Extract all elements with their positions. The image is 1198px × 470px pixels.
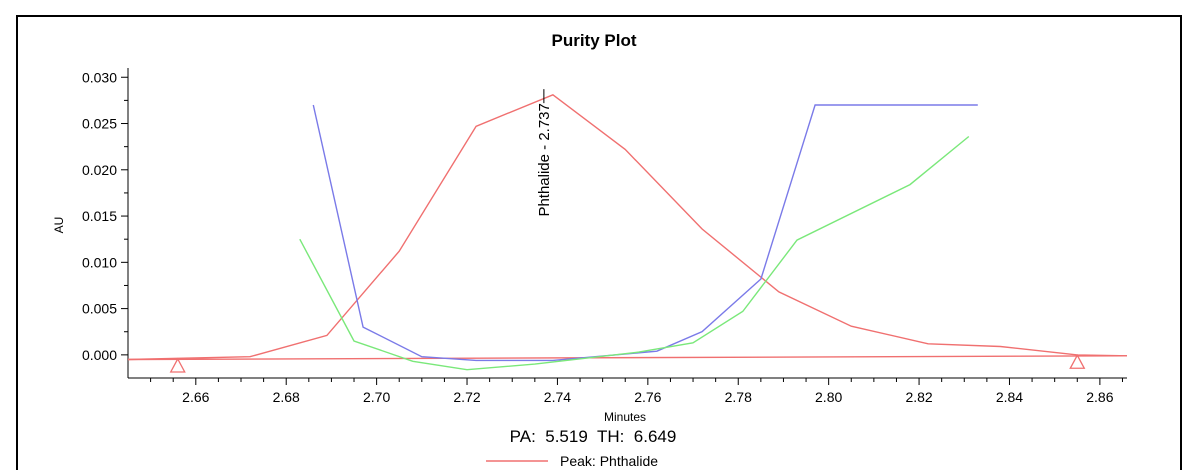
x-axis-ticks: 2.66 2.68 2.70 2.72 2.74 2.76 2.78 2.80 2.82 2.84… <box>150 378 1123 405</box>
y-tick-label: 0.020 <box>82 162 117 178</box>
y-tick-label: 0.000 <box>82 347 117 363</box>
integration-marker-triangle <box>1069 353 1086 369</box>
series-line-green <box>299 135 970 371</box>
x-tick-label: 2.68 <box>273 389 300 405</box>
legend-label: Peak: Phthalide <box>560 453 658 469</box>
integration-markers <box>169 353 1086 373</box>
peak-annotation-label: Phthalide - 2.737 <box>536 103 553 216</box>
x-axis-label: Minutes <box>604 410 646 424</box>
series-line-baseline <box>127 355 1128 361</box>
series-line-phthalide <box>127 94 1128 361</box>
x-tick-label: 2.74 <box>544 389 571 405</box>
chart-title: Purity Plot <box>551 31 636 50</box>
x-tick-label: 2.70 <box>363 389 390 405</box>
integration-marker-triangle <box>169 357 186 373</box>
y-tick-label: 0.005 <box>82 301 117 317</box>
x-tick-label: 2.84 <box>996 389 1023 405</box>
series-line-blue <box>312 104 978 362</box>
x-tick-label: 2.66 <box>182 389 209 405</box>
y-axis-ticks: 0.030 0.025 0.020 0.015 0.010 0.005 0.000 <box>82 69 128 363</box>
x-tick-label: 2.72 <box>453 389 480 405</box>
x-tick-label: 2.82 <box>905 389 932 405</box>
purity-info-text: PA: 5.519 TH: 6.649 <box>510 427 677 446</box>
y-axis-label: AU <box>52 217 66 234</box>
x-tick-label: 2.78 <box>725 389 752 405</box>
chart-frame <box>16 15 1182 470</box>
y-tick-label: 0.010 <box>82 254 117 270</box>
y-tick-label: 0.025 <box>82 116 117 132</box>
x-tick-label: 2.86 <box>1086 389 1113 405</box>
y-tick-label: 0.030 <box>82 69 117 85</box>
y-tick-label: 0.015 <box>82 208 117 224</box>
x-tick-label: 2.76 <box>634 389 661 405</box>
series-lines <box>127 94 1128 371</box>
peak-annotation: Phthalide - 2.737 <box>536 89 553 217</box>
x-tick-label: 2.80 <box>815 389 842 405</box>
